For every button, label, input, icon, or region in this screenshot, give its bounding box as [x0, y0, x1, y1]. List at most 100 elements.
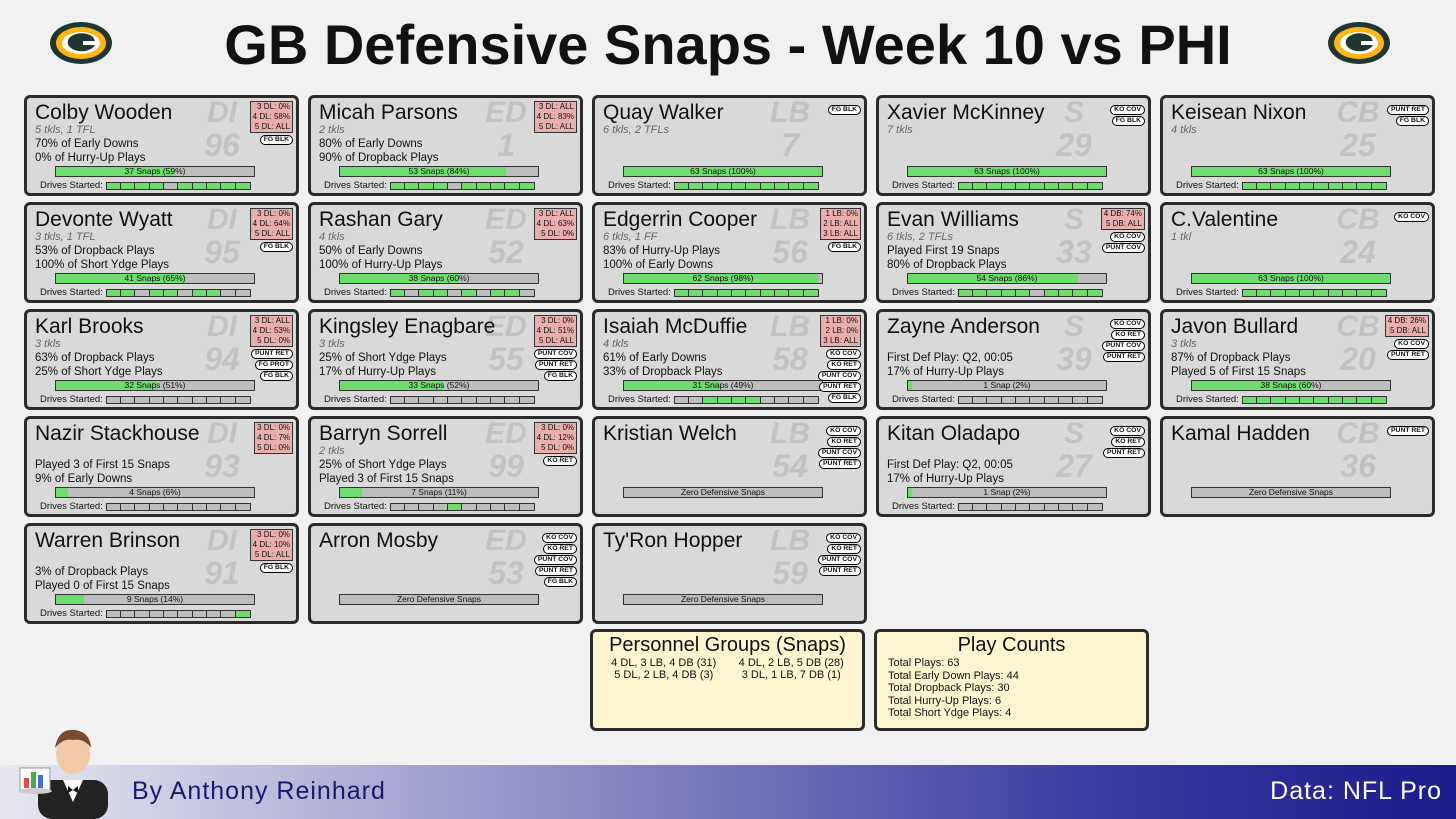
- alignment-line: 2 LB: ALL: [823, 219, 858, 228]
- snap-count: 63 Snaps (100%): [1258, 166, 1324, 176]
- snap-bar-fill: [908, 274, 1079, 283]
- personnel-item: 4 DL, 2 LB, 5 DB (28): [738, 657, 844, 669]
- position-label: ED: [485, 203, 527, 236]
- drive-segment: [490, 503, 506, 510]
- player-card: LB 58 Isaiah McDuffie 4 tkls 61% of Early Do…: [592, 309, 867, 410]
- drive-segment: [1300, 289, 1315, 296]
- alignment-box: 1 LB: 0% 2 LB: 0% 3 LB: ALL: [820, 315, 861, 347]
- player-name: Barryn Sorrell: [319, 422, 448, 445]
- drive-segment: [1058, 503, 1074, 510]
- snap-bar-fill: [1192, 167, 1390, 176]
- drives-label: Drives Started:: [324, 501, 387, 512]
- special-teams-tag: PUNT RET: [1387, 426, 1429, 436]
- drive-segment: [178, 289, 193, 296]
- drive-segments: [105, 609, 251, 618]
- player-name: C.Valentine: [1171, 208, 1279, 231]
- position-label: S: [1063, 96, 1084, 129]
- drive-segment: [1242, 396, 1258, 403]
- drive-segment: [1016, 289, 1031, 296]
- play-counts-title: Play Counts: [957, 634, 1066, 656]
- player-card: DI 91 Warren Brinson 3% of Dropback Plays Pl…: [24, 523, 299, 624]
- alignment-line: 4 DL: 53%: [252, 326, 290, 335]
- alignment-line: 3 DL: 0%: [541, 423, 574, 432]
- drive-segment: [221, 182, 236, 189]
- special-teams-tags: KO COV KO RET PUNT COV PUNT RET: [817, 426, 861, 469]
- alignment-box: 4 DB: 74% 5 DB: ALL: [1100, 208, 1145, 230]
- special-teams-tag: PUNT RET: [1103, 448, 1145, 458]
- jersey-number: 93: [204, 448, 240, 484]
- snap-bar: 63 Snaps (100%): [623, 166, 823, 177]
- drive-segment: [419, 289, 434, 296]
- player-card: DI 95 Devonte Wyatt 3 tkls, 1 TFL 53% of Dro…: [24, 202, 299, 303]
- drive-segment: [774, 182, 790, 189]
- drive-segment: [235, 610, 250, 617]
- player-card: S 33 Evan Williams 6 tkls, 2 TFLs Played Fir…: [876, 202, 1151, 303]
- drive-segment: [433, 289, 449, 296]
- snap-bar: 53 Snaps (84%): [339, 166, 539, 177]
- player-name: Rashan Gary: [319, 208, 443, 231]
- jersey-number: 59: [772, 555, 808, 591]
- player-card: ED 1 Micah Parsons 2 tkls 80% of Early Downs…: [308, 95, 583, 196]
- drive-segment: [987, 289, 1002, 296]
- player-name: Zayne Anderson: [887, 315, 1040, 338]
- drive-segments: [1241, 395, 1387, 404]
- alignment-box: 3 DL: 0% 4 DL: 64% 5 DL: ALL: [249, 208, 293, 240]
- drive-segment: [1242, 289, 1258, 296]
- drive-segment: [703, 289, 718, 296]
- snap-bar-fill: [908, 488, 912, 497]
- alignment-line: 3 DL: 0%: [257, 102, 290, 111]
- alignment-line: 5 DL: ALL: [254, 550, 290, 559]
- alignment-line: 5 DL: 0%: [257, 443, 290, 452]
- snap-bar: 9 Snaps (14%): [55, 594, 255, 605]
- drive-segment: [135, 396, 150, 403]
- drive-segment: [476, 503, 491, 510]
- drive-segment: [1328, 182, 1343, 189]
- drive-segment: [390, 182, 406, 189]
- special-teams-tag: PUNT RET: [1387, 350, 1429, 360]
- special-teams-tags: PUNT RET: [1387, 426, 1429, 436]
- drive-segment: [1087, 289, 1102, 296]
- drive-segment: [1044, 396, 1059, 403]
- special-teams-tag: KO RET: [1111, 330, 1145, 340]
- drives-started: Drives Started:: [1176, 180, 1387, 191]
- player-name: Xavier McKinney: [887, 101, 1045, 124]
- drives-label: Drives Started:: [1176, 180, 1239, 191]
- player-stat: 9% of Early Downs: [35, 473, 133, 485]
- special-teams-tag: KO COV: [542, 533, 577, 543]
- snap-count: 62 Snaps (98%): [692, 273, 754, 283]
- player-card: S 39 Zayne Anderson First Def Play: Q2, 00:…: [876, 309, 1151, 410]
- player-card: DI 96 Colby Wooden 5 tkls, 1 TFL 70% of Earl…: [24, 95, 299, 196]
- special-teams-tag: KO RET: [827, 360, 861, 370]
- player-name: Nazir Stackhouse: [35, 422, 200, 445]
- snap-count: Zero Defensive Snaps: [1248, 487, 1334, 497]
- special-teams-tag: PUNT RET: [819, 459, 861, 469]
- drive-segment: [674, 396, 690, 403]
- special-teams-tag: PUNT RET: [819, 566, 861, 576]
- jersey-number: 53: [488, 555, 524, 591]
- drive-segment: [1357, 182, 1372, 189]
- position-watermark: DI 95: [197, 205, 247, 268]
- drive-segment: [1058, 182, 1074, 189]
- drive-segment: [774, 289, 790, 296]
- drive-segment: [1314, 396, 1329, 403]
- drive-segments: [673, 395, 819, 404]
- snap-count: Zero Defensive Snaps: [680, 487, 766, 497]
- player-name: Isaiah McDuffie: [603, 315, 748, 338]
- alignment-box: 4 DB: 26% 5 DB: ALL: [1384, 315, 1429, 337]
- drive-segment: [1058, 396, 1074, 403]
- alignment-line: 4 DB: 26%: [1387, 316, 1426, 325]
- position-watermark: S 29: [1049, 96, 1099, 161]
- drive-segment: [1044, 503, 1059, 510]
- snap-count: 32 Snaps (51%): [124, 380, 186, 390]
- drives-started: Drives Started:: [892, 287, 1103, 298]
- snap-count: 38 Snaps (60%): [1260, 380, 1322, 390]
- drive-segment: [448, 289, 463, 296]
- drive-segments: [673, 181, 819, 190]
- drive-segment: [419, 503, 434, 510]
- drive-segments: [389, 502, 535, 511]
- alignment-line: 4 DL: 51%: [536, 326, 574, 335]
- snap-bar: 41 Snaps (65%): [55, 273, 255, 284]
- special-teams-tag: FG BLK: [259, 563, 293, 573]
- drive-segment: [192, 396, 207, 403]
- position-label: CB: [1336, 96, 1380, 129]
